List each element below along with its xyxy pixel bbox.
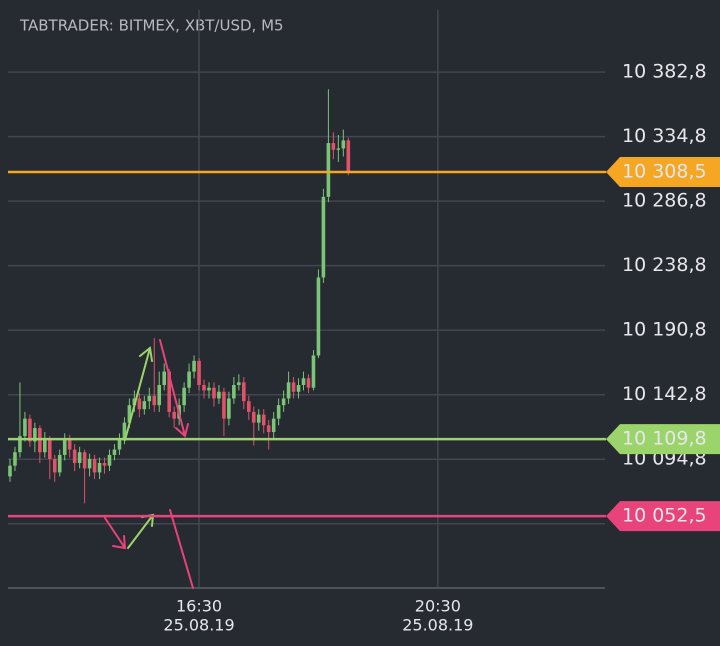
candle-body: [207, 387, 211, 391]
candle-body: [43, 438, 47, 453]
trend-arrow: [124, 346, 153, 441]
candle-body: [142, 401, 147, 410]
candle-body: [316, 277, 321, 356]
candle-body: [57, 454, 62, 473]
candle-body: [336, 148, 341, 150]
candle-body: [157, 385, 162, 406]
candle-body: [306, 378, 311, 388]
candle-body: [296, 385, 301, 392]
candle-body: [77, 452, 82, 463]
candle-body: [271, 418, 276, 433]
candle-body: [8, 465, 12, 477]
candle-body: [261, 414, 266, 426]
candle-body: [167, 371, 171, 412]
candle-body: [326, 143, 331, 197]
candle-body: [291, 382, 296, 392]
candle-body: [202, 385, 206, 391]
candle-body: [18, 436, 22, 453]
candles: [8, 89, 351, 504]
candle-body: [97, 462, 102, 473]
candle-body: [251, 411, 256, 423]
candle-body: [117, 438, 122, 450]
candle-body: [222, 391, 226, 419]
candle-body: [197, 360, 201, 386]
price-tag-label: 10 109,8: [622, 428, 707, 450]
candle-body: [232, 385, 236, 399]
candle-body: [147, 395, 152, 402]
price-tag: [606, 156, 720, 187]
price-tag: [606, 501, 720, 532]
candle-body: [23, 418, 27, 437]
axes: 10 382,8 10 334,8 10 286,8 10 238,8 10 190,8…: [8, 61, 720, 635]
candle-body: [217, 391, 221, 399]
x-tick-label: 16:30: [176, 597, 222, 616]
candle-body: [122, 422, 127, 439]
x-tick-date: 25.08.19: [402, 616, 473, 635]
candle-body: [321, 196, 326, 278]
candle-body: [127, 405, 132, 423]
x-tick-label: 20:30: [415, 597, 461, 616]
y-tick-label: 10 238,8: [622, 254, 707, 276]
y-tick-label: 10 286,8: [622, 190, 707, 212]
candle-body: [242, 382, 246, 402]
price-tag-label: 10 308,5: [622, 160, 707, 182]
candle-body: [256, 414, 261, 423]
candle-body: [162, 371, 167, 386]
candle-body: [33, 428, 37, 442]
candle-body: [107, 454, 112, 466]
candle-body: [227, 398, 231, 419]
grid: [8, 10, 605, 589]
candle-body: [137, 398, 142, 410]
candle-body: [237, 382, 241, 386]
y-tick-label: 10 190,8: [622, 319, 707, 341]
candle-body: [331, 143, 336, 150]
candle-body: [281, 398, 286, 406]
candle-body: [286, 382, 291, 399]
candle-body: [47, 438, 52, 459]
candle-body: [182, 387, 186, 406]
y-tick-label: 10 334,8: [622, 125, 707, 147]
candle-body: [112, 449, 117, 455]
candle-body: [72, 449, 77, 463]
candle-body: [152, 395, 157, 406]
price-tag: [606, 424, 720, 455]
candle-body: [82, 452, 87, 469]
candle-body: [52, 458, 57, 473]
chart-title: TABTRADER: BITMEX, XBT/USD, M5: [19, 17, 284, 35]
y-tick-label: 10 142,8: [622, 383, 707, 405]
trend-line: [169, 509, 194, 589]
candle-body: [28, 418, 32, 442]
candle-body: [276, 405, 281, 419]
y-tick-label: 10 382,8: [622, 61, 707, 83]
candle-body: [246, 401, 251, 412]
candle-body: [62, 438, 67, 455]
candle-body: [341, 140, 346, 149]
candle-body: [266, 425, 271, 433]
candle-body: [172, 411, 176, 419]
price-tag-label: 10 052,5: [622, 505, 707, 527]
candle-body: [346, 140, 351, 172]
x-tick-date: 25.08.19: [163, 616, 234, 635]
candle-body: [301, 378, 306, 386]
candle-body: [67, 438, 72, 450]
candle-body: [13, 452, 17, 466]
candle-body: [92, 458, 97, 473]
drawings: [104, 339, 194, 589]
candle-body: [102, 462, 107, 466]
candle-body: [311, 355, 316, 388]
trend-arrow: [104, 517, 127, 550]
candle-body: [192, 360, 196, 372]
candle-body: [187, 371, 191, 388]
candle-body: [87, 458, 92, 469]
trend-arrow: [159, 339, 189, 438]
candle-body: [212, 387, 216, 399]
